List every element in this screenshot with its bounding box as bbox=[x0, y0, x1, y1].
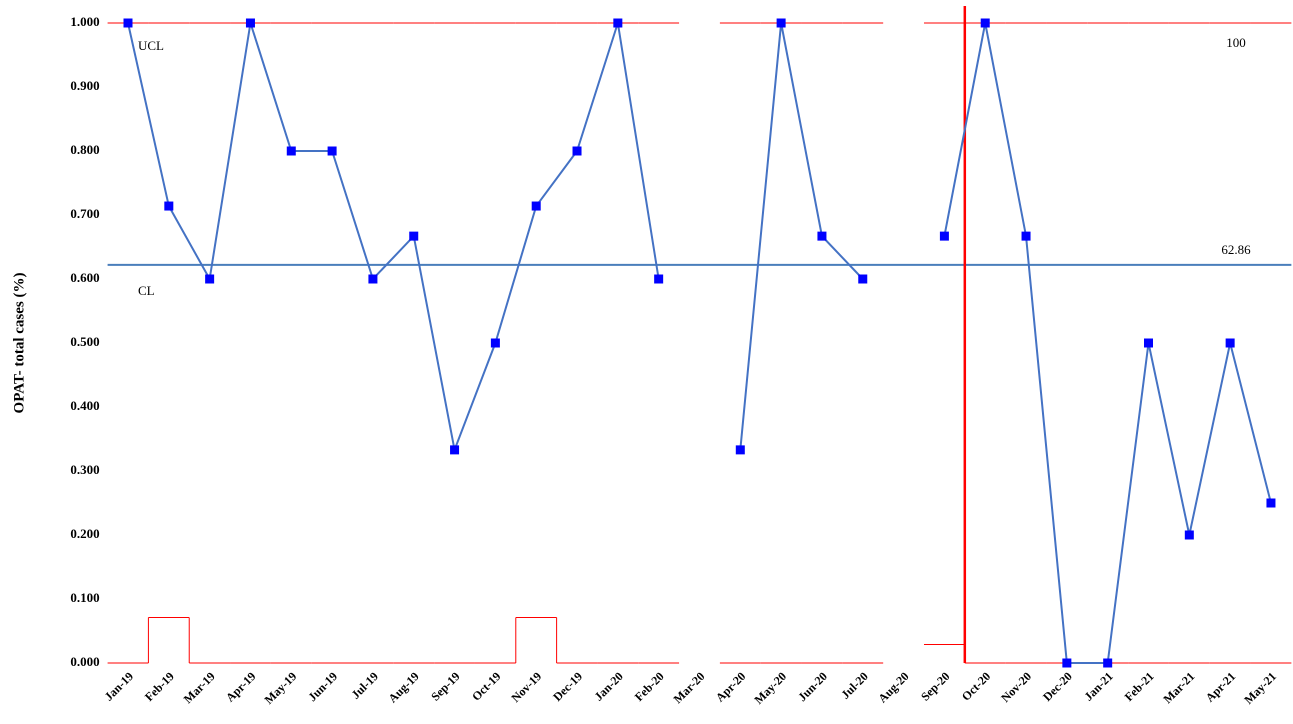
data-point bbox=[327, 146, 337, 156]
data-point bbox=[776, 18, 786, 28]
y-tick-label: 1.000 bbox=[70, 14, 99, 29]
y-tick-label: 0.000 bbox=[70, 654, 99, 669]
ucl-value-label: 100 bbox=[1226, 35, 1246, 50]
x-tick-label: Apr-20 bbox=[713, 669, 749, 705]
data-point bbox=[858, 274, 868, 284]
data-point bbox=[450, 445, 460, 455]
data-point bbox=[654, 274, 664, 284]
x-tick-label: Mar-19 bbox=[181, 669, 218, 706]
y-tick-label: 0.600 bbox=[70, 270, 99, 285]
x-tick-label: May-19 bbox=[262, 669, 300, 707]
x-tick-label: Sep-20 bbox=[918, 669, 952, 703]
y-tick-label: 0.900 bbox=[70, 78, 99, 93]
data-point bbox=[735, 445, 745, 455]
data-point bbox=[1062, 658, 1072, 668]
x-tick-label: Feb-21 bbox=[1122, 669, 1157, 704]
data-point bbox=[1021, 231, 1031, 241]
data-point bbox=[286, 146, 296, 156]
x-tick-label: Feb-19 bbox=[142, 669, 177, 704]
x-tick-label: Dec-19 bbox=[550, 669, 585, 704]
x-tick-label: Jan-19 bbox=[102, 669, 136, 703]
data-point bbox=[1144, 338, 1153, 348]
x-tick-label: Jul-19 bbox=[348, 669, 381, 702]
y-tick-label: 0.400 bbox=[70, 398, 99, 413]
x-tick-label: Feb-20 bbox=[632, 669, 667, 704]
data-point bbox=[245, 18, 255, 28]
data-point bbox=[939, 231, 949, 241]
x-tick-label: Apr-21 bbox=[1203, 669, 1239, 705]
data-point bbox=[368, 274, 378, 284]
x-tick-label: May-21 bbox=[1241, 669, 1279, 707]
data-point bbox=[817, 231, 827, 241]
x-tick-label: Jan-20 bbox=[591, 669, 625, 703]
data-point bbox=[1266, 498, 1276, 508]
x-tick-label: Oct-20 bbox=[959, 669, 993, 703]
cl-label: CL bbox=[138, 283, 155, 298]
x-tick-label: Oct-19 bbox=[469, 669, 503, 703]
y-tick-label: 0.800 bbox=[70, 142, 99, 157]
x-tick-label: Nov-19 bbox=[508, 669, 544, 705]
x-tick-label: Dec-20 bbox=[1040, 669, 1075, 704]
data-point bbox=[572, 146, 582, 156]
y-tick-label: 0.700 bbox=[70, 206, 99, 221]
x-tick-label: Sep-19 bbox=[428, 669, 462, 703]
data-point bbox=[1225, 338, 1235, 348]
data-point bbox=[1103, 658, 1113, 668]
x-tick-label: Jul-20 bbox=[838, 669, 871, 702]
cl-value-label: 62.86 bbox=[1221, 242, 1251, 257]
y-axis-label: OPAT- total cases (%) bbox=[11, 273, 27, 414]
x-tick-label: Jan-21 bbox=[1081, 669, 1115, 703]
data-point bbox=[164, 201, 174, 211]
x-tick-label: Aug-20 bbox=[875, 669, 911, 705]
x-tick-label: Nov-20 bbox=[998, 669, 1034, 705]
y-tick-label: 0.200 bbox=[70, 526, 99, 541]
ucl-label: UCL bbox=[138, 38, 164, 53]
x-tick-label: May-20 bbox=[751, 669, 789, 707]
x-tick-label: Mar-20 bbox=[671, 669, 708, 706]
data-point bbox=[123, 18, 133, 28]
data-point bbox=[205, 274, 215, 284]
data-point bbox=[409, 231, 419, 241]
x-tick-label: Mar-21 bbox=[1160, 669, 1197, 706]
data-point bbox=[490, 338, 500, 348]
x-tick-label: Jun-19 bbox=[305, 669, 340, 704]
data-line bbox=[127, 22, 1272, 664]
data-point bbox=[980, 18, 990, 28]
x-tick-label: Aug-19 bbox=[386, 669, 422, 705]
x-tick-label: Apr-19 bbox=[223, 669, 259, 705]
y-tick-label: 0.500 bbox=[70, 334, 99, 349]
data-point bbox=[1184, 530, 1194, 540]
y-tick-label: 0.300 bbox=[70, 462, 99, 477]
y-tick-label: 0.100 bbox=[70, 590, 99, 605]
data-point bbox=[613, 18, 623, 28]
data-point bbox=[531, 201, 541, 211]
x-tick-label: Jun-20 bbox=[795, 669, 830, 704]
